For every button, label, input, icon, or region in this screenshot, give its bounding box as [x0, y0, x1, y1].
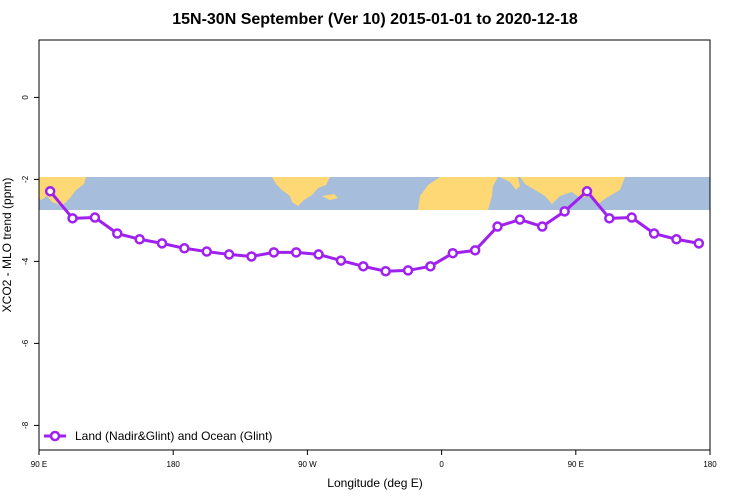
x-tick-label: 90 E — [31, 460, 47, 469]
data-point — [693, 238, 705, 249]
land — [272, 177, 330, 206]
x-tick-label: 180 — [167, 460, 181, 469]
data-point — [246, 251, 257, 262]
plot-frame — [38, 39, 711, 451]
legend-label: Land (Nadir&Glint) and Ocean (Glint) — [75, 429, 272, 443]
x-axis-label: Longitude (deg E) — [327, 476, 422, 490]
land — [39, 177, 86, 206]
legend-marker — [49, 430, 61, 442]
data-point — [112, 228, 123, 239]
data-point — [537, 221, 548, 232]
data-point — [604, 213, 615, 224]
x-tick-label: 90 W — [298, 460, 317, 469]
data-point — [358, 261, 369, 272]
data-point — [156, 238, 168, 249]
chart-title: 15N-30N September (Ver 10) 2015-01-01 to… — [172, 11, 578, 28]
data-point — [67, 213, 78, 224]
land — [500, 177, 520, 190]
x-tick-label: 90 E — [568, 460, 584, 469]
data-point — [425, 261, 436, 272]
y-tick-label: -2 — [21, 175, 30, 183]
data-point — [89, 212, 101, 223]
data-point — [44, 186, 56, 197]
data-point — [223, 249, 235, 260]
data-point — [335, 255, 347, 266]
data-point — [492, 221, 503, 232]
data-point — [581, 186, 593, 197]
land — [520, 177, 625, 205]
y-axis-label: XCO2 - MLO trend (ppm) — [0, 178, 14, 313]
legend: Land (Nadir&Glint) and Ocean (Glint) — [44, 429, 272, 443]
data-point — [648, 228, 660, 239]
y-tick-label: -8 — [21, 421, 30, 429]
land — [322, 194, 338, 200]
y-tick-label: 0 — [21, 95, 30, 100]
data-point — [313, 249, 324, 260]
data-point — [179, 243, 190, 254]
y-tick-label: -6 — [21, 339, 30, 347]
data-point — [290, 247, 302, 258]
data-point — [201, 246, 212, 257]
x-tick-label: 180 — [703, 460, 717, 469]
x-tick-label: 0 — [439, 460, 444, 469]
data-point — [447, 247, 459, 259]
data-point — [402, 265, 414, 276]
data-point — [134, 234, 145, 245]
world-map-band — [39, 177, 710, 210]
data-point — [671, 234, 682, 245]
data-point — [380, 265, 391, 277]
data-point — [626, 212, 637, 223]
data-point — [469, 245, 481, 256]
data-point — [514, 214, 526, 225]
data-point — [268, 247, 280, 258]
data-point — [559, 206, 570, 217]
land — [418, 177, 498, 210]
y-tick-label: -4 — [21, 257, 30, 265]
